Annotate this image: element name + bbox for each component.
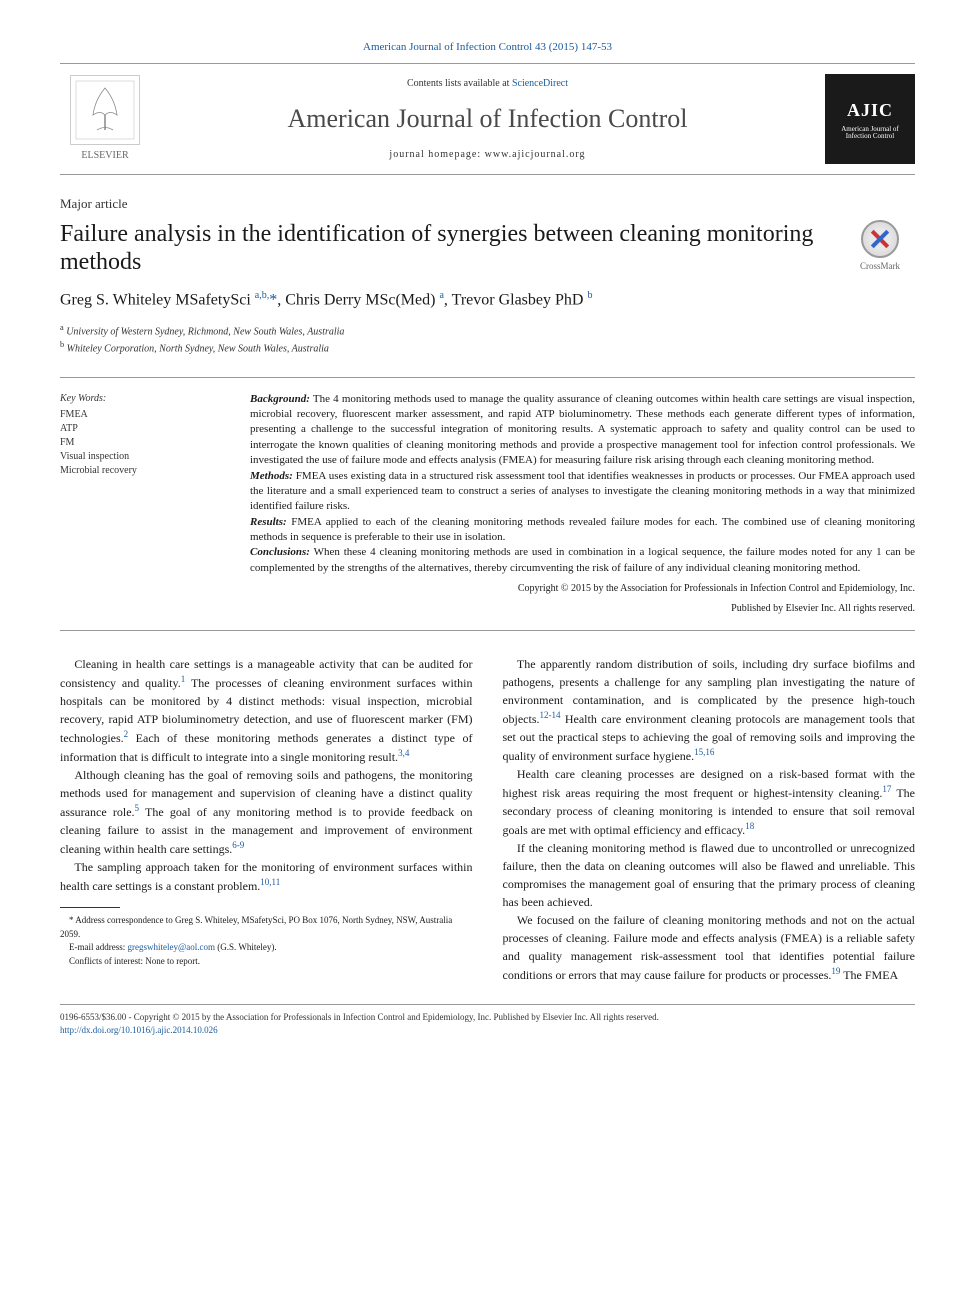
footnote-email: E-mail address: gregswhiteley@aol.com (G… (60, 941, 473, 955)
abstract-methods: FMEA uses existing data in a structured … (250, 470, 915, 513)
contents-prefix: Contents lists available at (407, 78, 512, 89)
abstract-results-label: Results: (250, 516, 287, 528)
publisher-name: ELSEVIER (81, 149, 128, 163)
crossmark-label: CrossMark (860, 260, 900, 273)
crossmark-badge[interactable]: CrossMark (845, 220, 915, 273)
homepage-url[interactable]: www.ajicjournal.org (485, 149, 586, 160)
abstract-conclusions-label: Conclusions: (250, 546, 310, 558)
ajic-logo: AJIC American Journal of Infection Contr… (825, 74, 915, 164)
keywords-label: Key Words: (60, 392, 220, 406)
footnote-correspondence: * Address correspondence to Greg S. Whit… (60, 914, 473, 941)
ajic-fullname: American Journal of Infection Control (829, 126, 911, 141)
journal-title: American Journal of Infection Control (150, 101, 825, 137)
abstract-methods-label: Methods: (250, 470, 293, 482)
author-list: Greg S. Whiteley MSafetySci a,b,*, Chris… (60, 289, 915, 312)
abstract-conclusions: When these 4 cleaning monitoring methods… (250, 546, 915, 573)
contents-available: Contents lists available at ScienceDirec… (150, 77, 825, 91)
footnote-separator (60, 907, 120, 908)
journal-reference: American Journal of Infection Control 43… (60, 40, 915, 55)
article-type: Major article (60, 195, 915, 213)
footnotes: * Address correspondence to Greg S. Whit… (60, 914, 473, 968)
abstract-bg: The 4 monitoring methods used to manage … (250, 393, 915, 467)
abstract-text: Background: The 4 monitoring methods use… (250, 392, 915, 617)
publisher-logo-block: ELSEVIER (60, 75, 150, 163)
sciencedirect-link[interactable]: ScienceDirect (512, 78, 568, 89)
abstract-copyright2: Published by Elsevier Inc. All rights re… (250, 602, 915, 616)
body-p5: Health care cleaning processes are desig… (503, 765, 916, 839)
body-text: Cleaning in health care settings is a ma… (60, 655, 915, 984)
journal-header: ELSEVIER Contents lists available at Sci… (60, 63, 915, 175)
body-p3: The sampling approach taken for the moni… (60, 858, 473, 895)
footer-line1: 0196-6553/$36.00 - Copyright © 2015 by t… (60, 1011, 915, 1024)
abstract-block: Key Words: FMEAATPFMVisual inspectionMic… (60, 377, 915, 632)
affiliations: a University of Western Sydney, Richmond… (60, 322, 915, 357)
body-p1: Cleaning in health care settings is a ma… (60, 655, 473, 766)
body-p2: Although cleaning has the goal of removi… (60, 766, 473, 858)
crossmark-icon (861, 220, 899, 258)
journal-homepage: journal homepage: www.ajicjournal.org (150, 148, 825, 162)
ajic-abbr: AJIC (847, 98, 893, 123)
footnote-conflicts: Conflicts of interest: None to report. (60, 955, 473, 969)
body-p6: If the cleaning monitoring method is fla… (503, 839, 916, 911)
article-title: Failure analysis in the identification o… (60, 220, 825, 278)
abstract-copyright1: Copyright © 2015 by the Association for … (250, 582, 915, 596)
abstract-bg-label: Background: (250, 393, 310, 405)
doi-link[interactable]: http://dx.doi.org/10.1016/j.ajic.2014.10… (60, 1025, 218, 1035)
abstract-results: FMEA applied to each of the cleaning mon… (250, 516, 915, 543)
elsevier-tree-icon (70, 75, 140, 145)
keywords-column: Key Words: FMEAATPFMVisual inspectionMic… (60, 392, 220, 617)
keywords-list: FMEAATPFMVisual inspectionMicrobial reco… (60, 408, 220, 478)
body-p4: The apparently random distribution of so… (503, 655, 916, 765)
email-link[interactable]: gregswhiteley@aol.com (127, 942, 215, 952)
body-p7: We focused on the failure of cleaning mo… (503, 911, 916, 984)
footer-copyright: 0196-6553/$36.00 - Copyright © 2015 by t… (60, 1004, 915, 1036)
homepage-prefix: journal homepage: (389, 149, 484, 160)
